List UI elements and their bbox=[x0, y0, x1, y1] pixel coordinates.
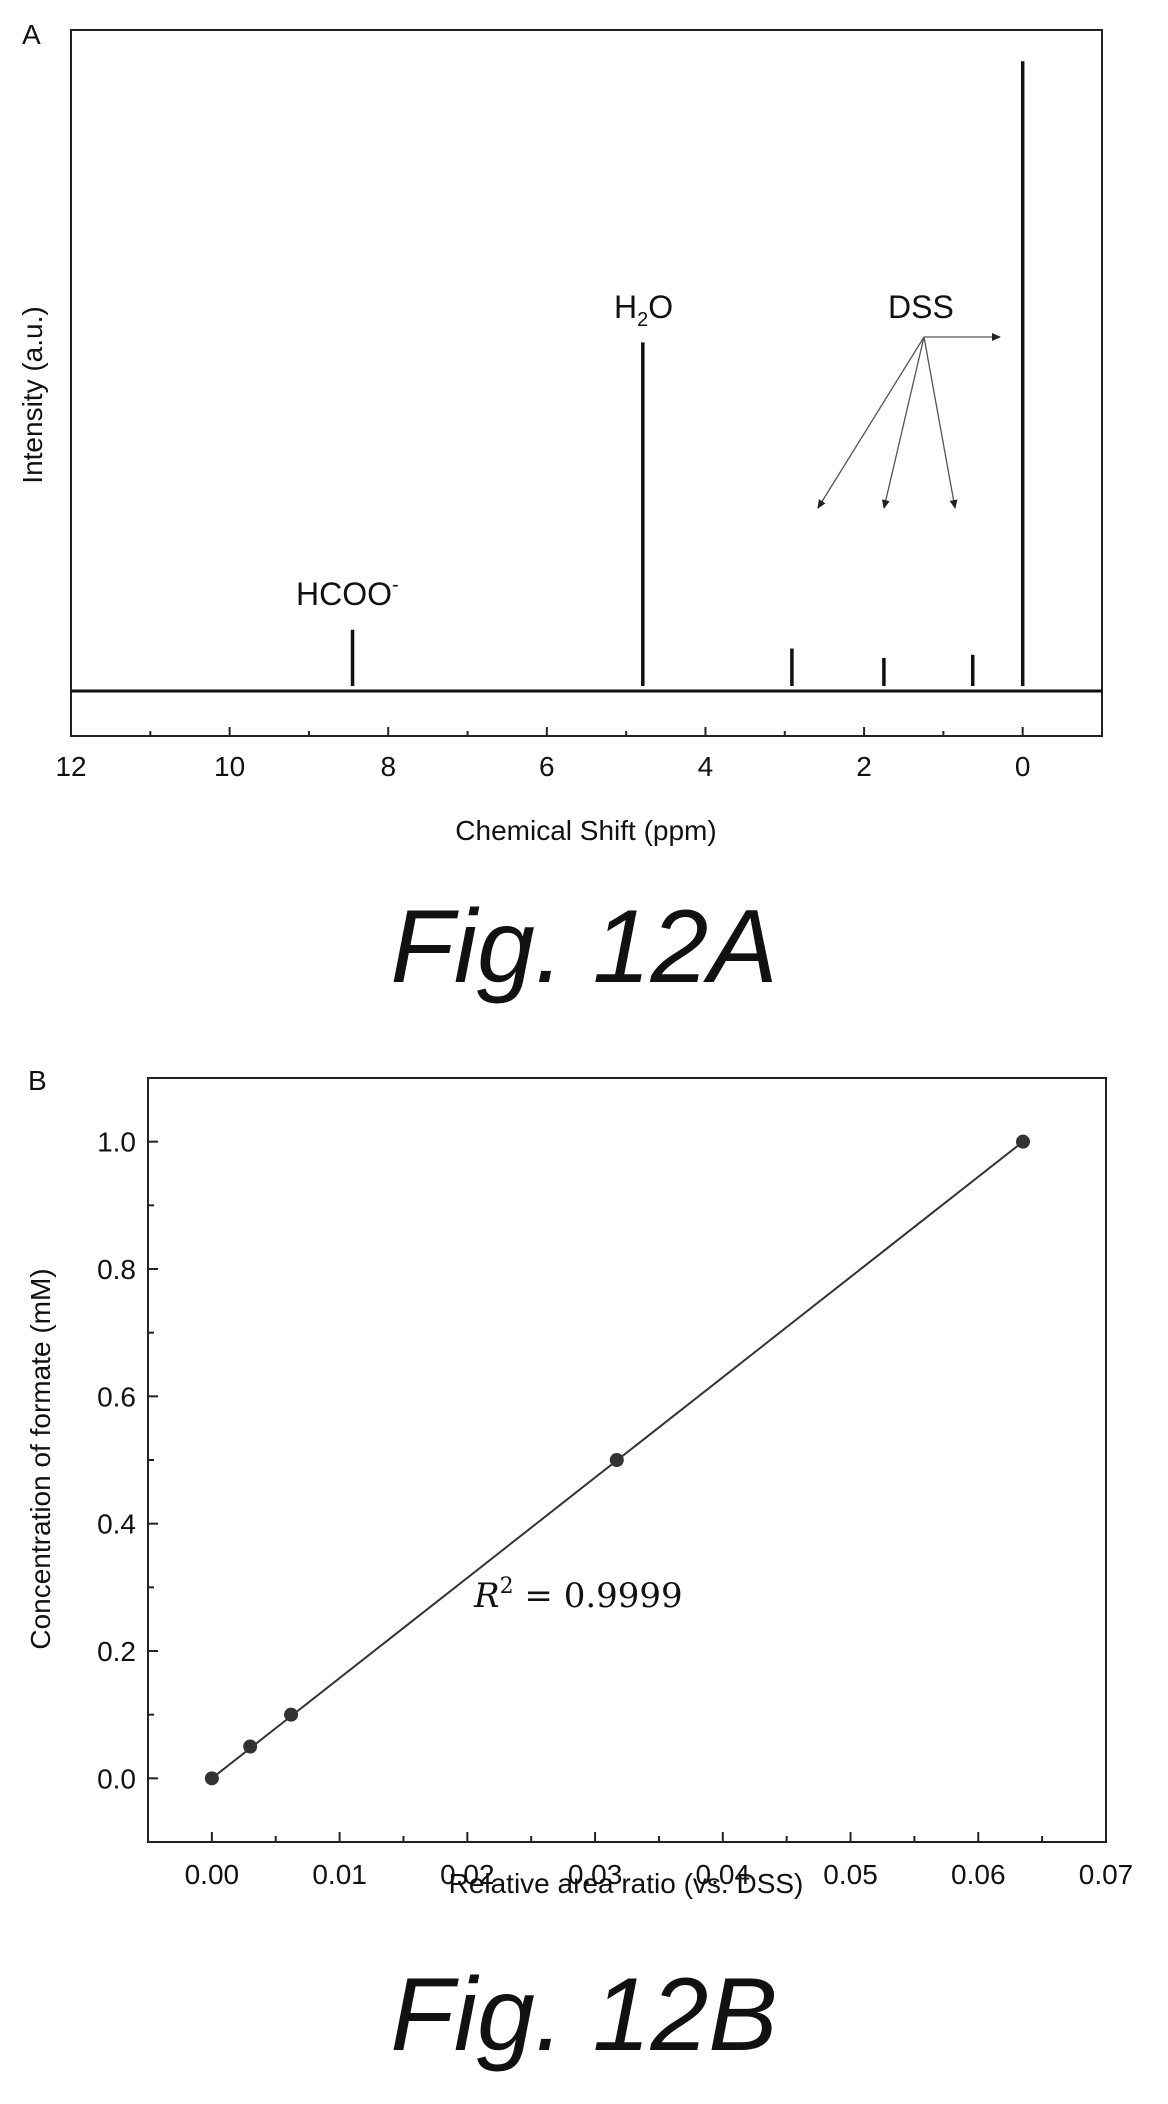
dss-arrow-1 bbox=[817, 336, 925, 509]
panel-a-x-tick-label: 8 bbox=[380, 751, 396, 782]
panel-b-x-tick-label: 0.04 bbox=[696, 1859, 751, 1890]
panel-a-x-tick-label: 12 bbox=[55, 751, 86, 782]
panel-b-x-tick-label: 0.06 bbox=[951, 1859, 1006, 1890]
figure-12b-caption: Fig. 12B bbox=[390, 1957, 778, 2073]
hcoo-label: HCOO bbox=[296, 576, 392, 612]
panel-a-x-tick-label: 0 bbox=[1015, 751, 1031, 782]
dss-arrow-2 bbox=[881, 336, 925, 509]
panel-a-x-tick-labels: 12 10 8 6 4 2 0 bbox=[55, 751, 1030, 782]
panel-b-x-tick-label: 0.07 bbox=[1079, 1859, 1134, 1890]
data-point bbox=[609, 1453, 624, 1467]
figure-12a-caption: Fig. 12A bbox=[390, 889, 778, 1005]
panel-b-x-axis-label: Relative area ratio (vs. DSS) bbox=[449, 1868, 804, 1899]
panel-b-y-tick-label: 0.8 bbox=[97, 1254, 136, 1285]
r-squared-annotation: R2 = 0.9999 bbox=[473, 1574, 683, 1616]
panel-a-x-tick-label: 2 bbox=[856, 751, 872, 782]
panel-a-x-axis-ticks bbox=[70, 727, 1103, 736]
panel-b-y-tick-label: 0.0 bbox=[97, 1763, 136, 1794]
h2o-o: O bbox=[648, 289, 673, 325]
panel-b-plot-frame bbox=[147, 1077, 1107, 1843]
dss-arrow-3 bbox=[923, 336, 958, 509]
data-point bbox=[243, 1739, 258, 1754]
r-value: = 0.9999 bbox=[514, 1576, 683, 1616]
hcoo-superscript: - bbox=[392, 574, 399, 596]
panel-a-x-tick-label: 6 bbox=[539, 751, 555, 782]
panel-b-y-tick-label: 1.0 bbox=[97, 1127, 136, 1158]
panel-a-y-axis-label: Intensity (a.u.) bbox=[17, 306, 48, 483]
panel-a-x-tick-label: 10 bbox=[214, 751, 245, 782]
panel-b-y-tick-label: 0.6 bbox=[97, 1381, 136, 1412]
hcoo-annotation: HCOO- bbox=[296, 574, 399, 612]
panel-b-x-tick-label: 0.05 bbox=[823, 1859, 878, 1890]
h2o-h: H bbox=[614, 289, 637, 325]
panel-a-x-tick-label: 4 bbox=[698, 751, 714, 782]
panel-b-x-tick-label: 0.01 bbox=[312, 1859, 367, 1890]
calibration-chart: B 0.00 0.01 0.02 0.03 0.04 0.05 0.06 0.07 0.0 0.2… bbox=[25, 1065, 1134, 1899]
panel-a-x-axis-label: Chemical Shift (ppm) bbox=[455, 815, 716, 846]
panel-b-x-tick-label: 0.03 bbox=[568, 1859, 623, 1890]
panel-b-y-axis-label: Concentration of formate (mM) bbox=[25, 1268, 56, 1649]
panel-a-peaks bbox=[350, 61, 1025, 687]
h2o-subscript: 2 bbox=[637, 309, 648, 331]
panel-b-points bbox=[204, 1134, 1030, 1786]
r-exponent: 2 bbox=[500, 1574, 514, 1599]
data-point bbox=[1015, 1134, 1030, 1149]
panel-b-axes: 0.00 0.01 0.02 0.03 0.04 0.05 0.06 0.07 0.0 0.2 0.… bbox=[97, 1077, 1134, 1890]
panel-b-y-tick-label: 0.2 bbox=[97, 1636, 136, 1667]
nmr-spectrum-chart: A 12 10 8 6 4 2 0 HCOO- H2O DSS Intensity (a.u… bbox=[17, 19, 1103, 846]
panel-a-label: A bbox=[22, 19, 41, 50]
panel-b-x-tick-label: 0.02 bbox=[440, 1859, 495, 1890]
data-point bbox=[284, 1707, 299, 1722]
panel-b-x-tick-label: 0.00 bbox=[185, 1859, 240, 1890]
panel-a-plot-frame bbox=[70, 29, 1103, 737]
data-point bbox=[204, 1771, 219, 1786]
h2o-annotation: H2O bbox=[614, 289, 673, 331]
dss-annotation: DSS bbox=[888, 289, 954, 325]
dss-arrows bbox=[817, 333, 1001, 509]
panel-b-y-tick-label: 0.4 bbox=[97, 1509, 136, 1540]
r-symbol: R bbox=[473, 1576, 500, 1616]
panel-b-label: B bbox=[28, 1065, 47, 1096]
